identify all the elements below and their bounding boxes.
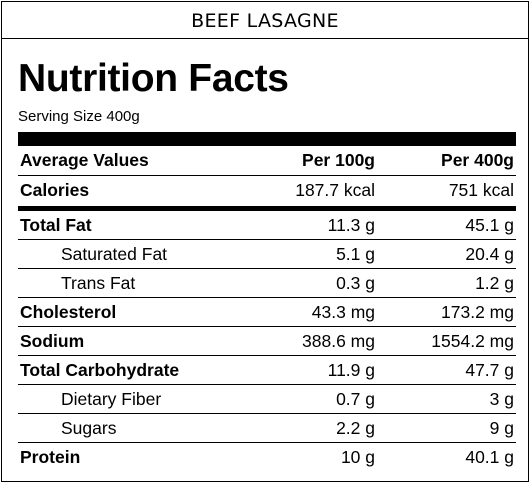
nutrient-name: Protein (20, 447, 81, 467)
calories-per-400g: 751 kcal (448, 180, 514, 200)
table-header-row: Average Values Per 100g Per 400g (18, 146, 516, 176)
nutrient-per-400g: 1554.2 mg (431, 331, 514, 351)
nutrient-per-400g: 47.7 g (465, 360, 514, 380)
nutrient-name: Cholesterol (20, 302, 117, 322)
nutrition-table: Average Values Per 100g Per 400g Calorie… (18, 146, 516, 472)
table-row: Sodium 388.6 mg 1554.2 mg (18, 327, 516, 356)
nutrient-name: Total Carbohydrate (20, 360, 180, 380)
nutrient-per-400g: 3 g (489, 389, 514, 409)
nutrient-per-100g: 43.3 mg (311, 302, 375, 322)
nutrient-name: Total Fat (20, 215, 92, 235)
nutrient-per-100g: 0.3 g (336, 273, 375, 293)
nutrient-per-100g: 0.7 g (336, 389, 375, 409)
nutrient-per-400g: 9 g (489, 418, 514, 438)
nutrient-per-400g: 173.2 mg (441, 302, 514, 322)
nutrient-per-400g: 1.2 g (475, 273, 514, 293)
product-name: BEEF LASAGNE (2, 2, 528, 39)
nutrient-per-100g: 2.2 g (336, 418, 375, 438)
nutrient-per-400g: 40.1 g (465, 447, 514, 467)
table-row: Protein 10 g 40.1 g (18, 443, 516, 472)
nutrient-per-400g: 45.1 g (465, 215, 514, 235)
nutrient-per-100g: 5.1 g (336, 244, 375, 264)
table-row: Total Fat 11.3 g 45.1 g (18, 211, 516, 240)
nutrient-name: Saturated Fat (61, 244, 168, 264)
table-row: Dietary Fiber 0.7 g 3 g (18, 385, 516, 414)
table-row: Saturated Fat 5.1 g 20.4 g (18, 240, 516, 269)
table-row: Cholesterol 43.3 mg 173.2 mg (18, 298, 516, 327)
nutrient-name: Sugars (61, 418, 117, 438)
label-title: Nutrition Facts (18, 57, 289, 100)
table-row: Total Carbohydrate 11.9 g 47.7 g (18, 356, 516, 385)
header-per-400g: Per 400g (441, 150, 514, 170)
calories-label: Calories (20, 180, 90, 200)
nutrient-name: Trans Fat (61, 273, 136, 293)
nutrient-name: Sodium (20, 331, 85, 351)
table-row: Sugars 2.2 g 9 g (18, 414, 516, 443)
header-per-100g: Per 100g (302, 150, 375, 170)
divider-bar (18, 132, 516, 146)
table-row: Trans Fat 0.3 g 1.2 g (18, 269, 516, 298)
calories-row: Calories 187.7 kcal 751 kcal (18, 176, 516, 211)
nutrient-per-100g: 11.3 g (327, 215, 375, 235)
header-name: Average Values (20, 150, 149, 170)
calories-per-100g: 187.7 kcal (295, 180, 375, 200)
nutrient-name: Dietary Fiber (61, 389, 162, 409)
nutrient-per-400g: 20.4 g (465, 244, 514, 264)
nutrient-per-100g: 388.6 mg (302, 331, 375, 351)
nutrient-per-100g: 11.9 g (327, 360, 375, 380)
serving-size: Serving Size 400g (18, 108, 140, 125)
nutrient-per-100g: 10 g (340, 447, 375, 467)
